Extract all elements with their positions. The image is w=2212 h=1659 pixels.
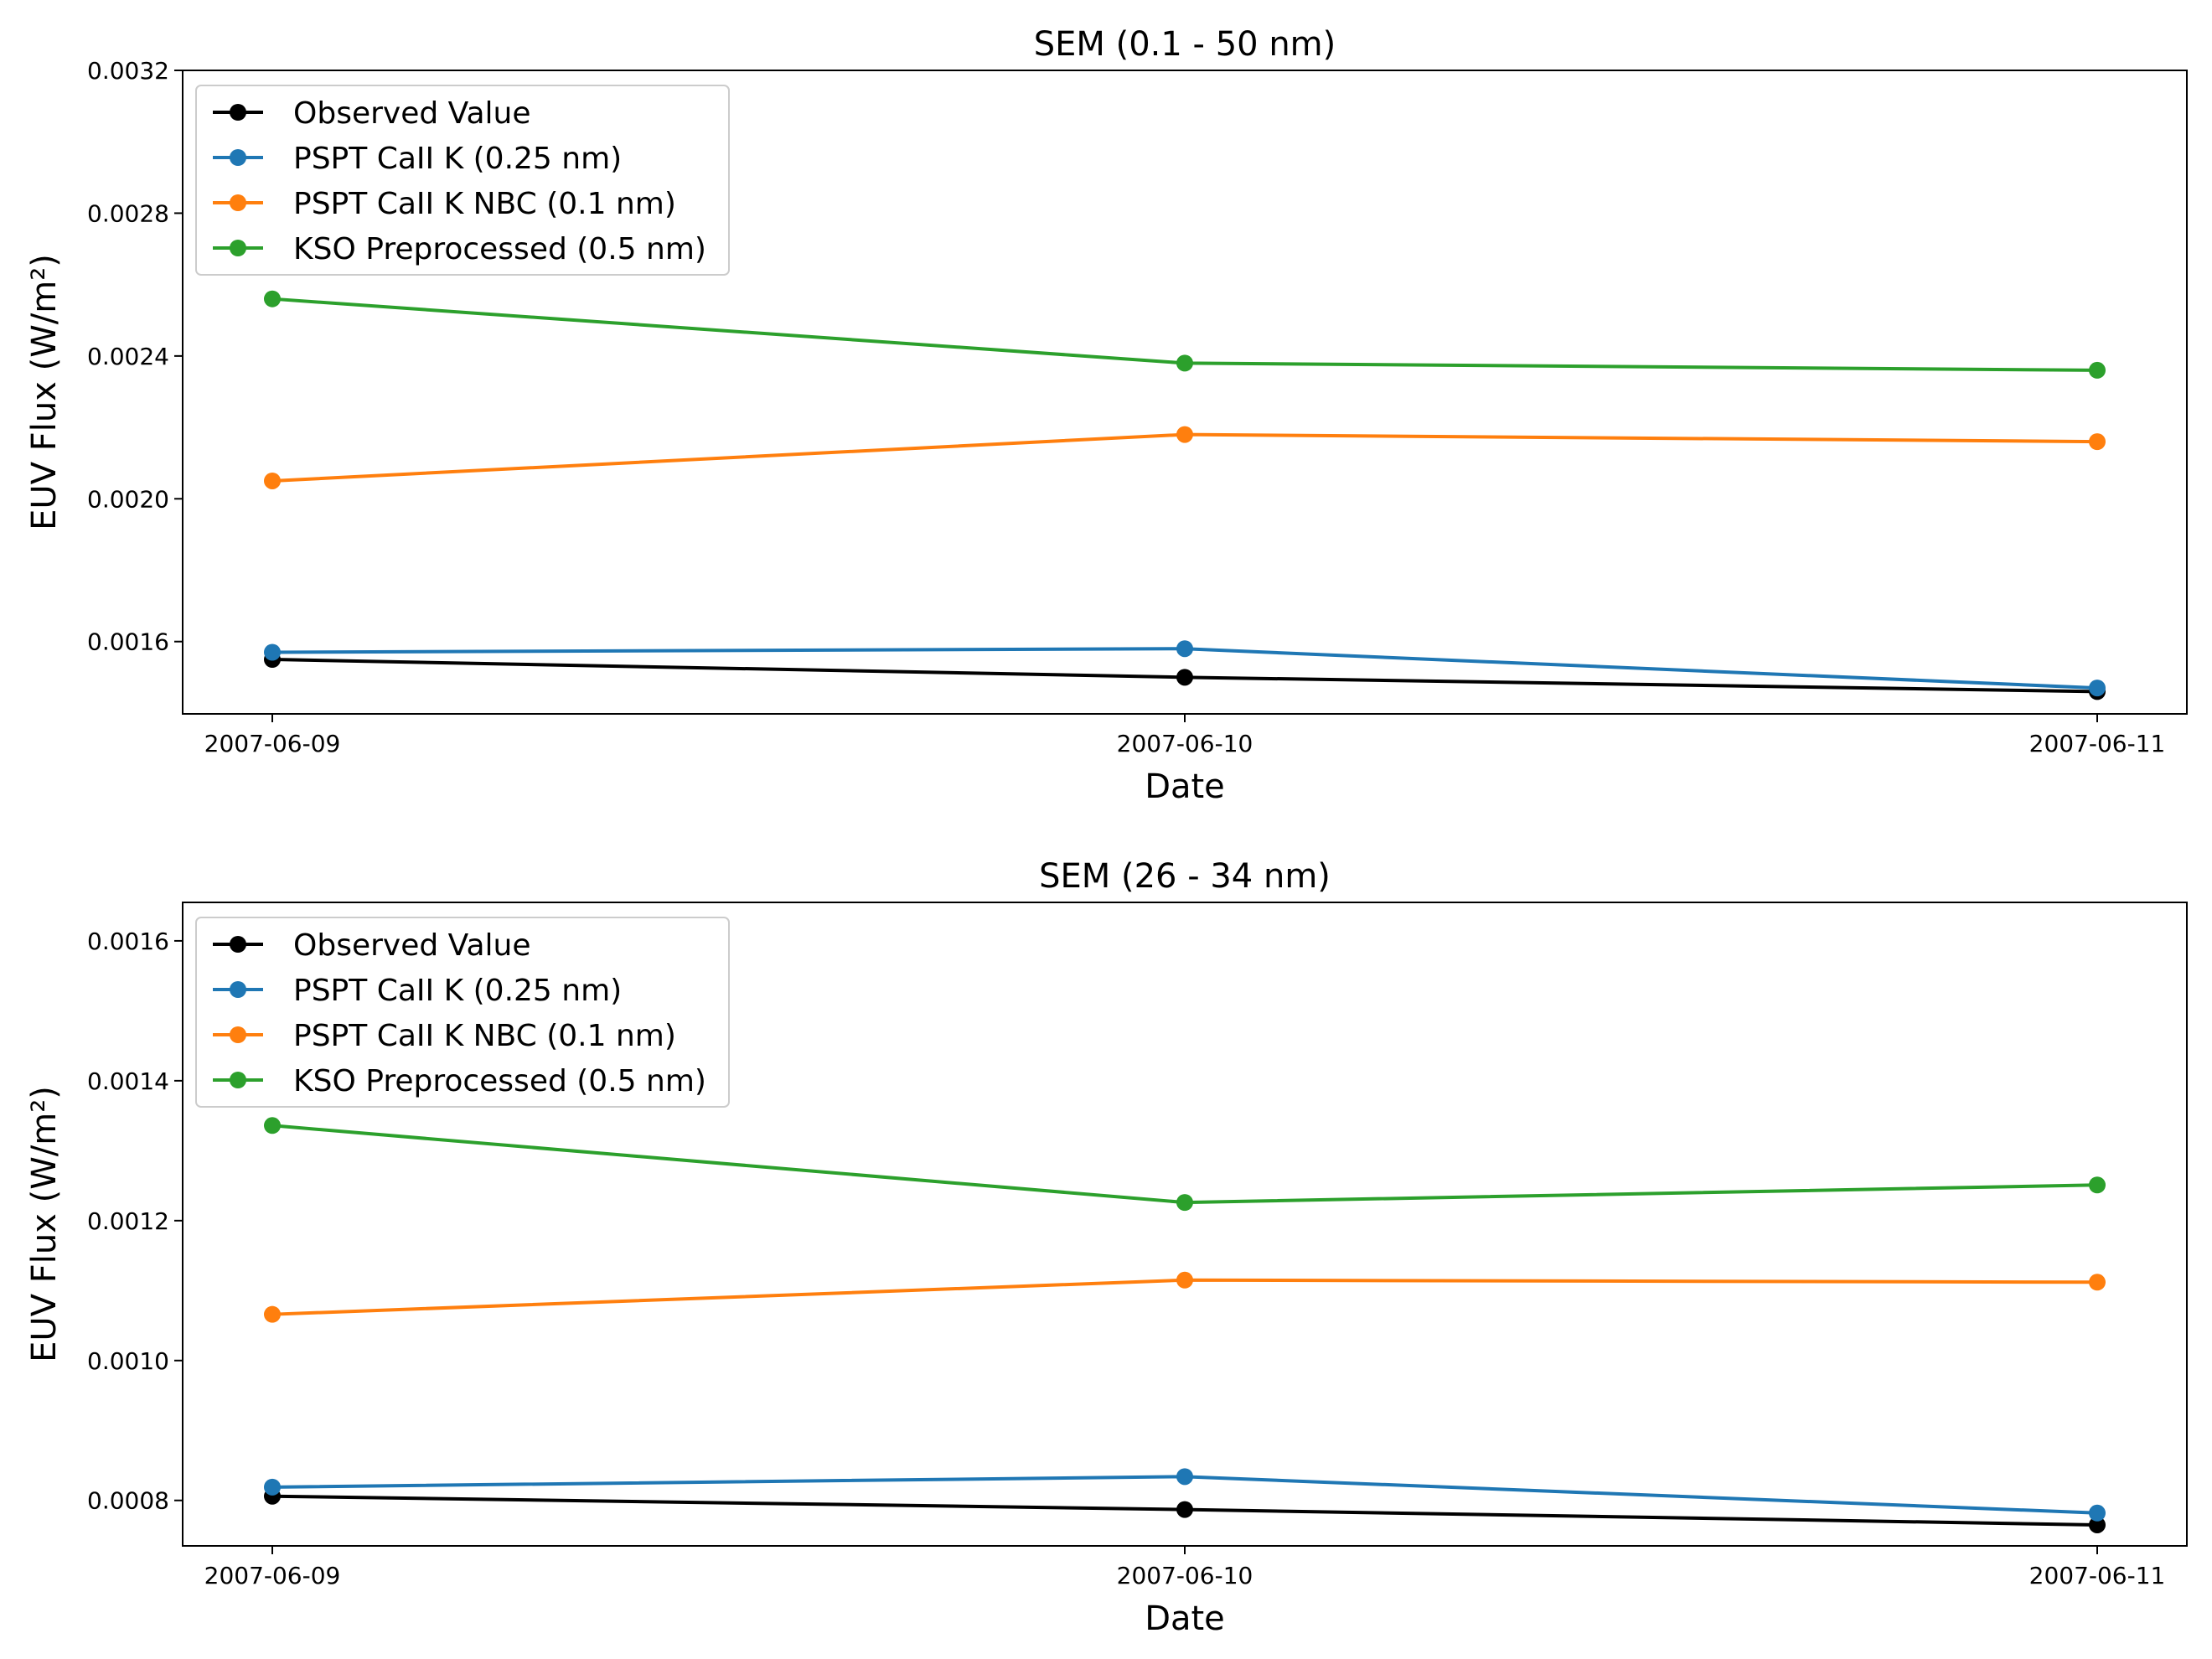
data-point [264, 1305, 281, 1323]
y-axis-label: EUV Flux (W/m²) [25, 254, 64, 530]
x-tick-label: 2007-06-10 [1117, 730, 1253, 757]
legend-item: PSPT CaII K (0.25 nm) [213, 974, 622, 1008]
y-tick-label: 0.0008 [87, 1487, 169, 1515]
series-line [271, 1124, 2098, 1205]
x-tick-label: 2007-06-11 [2029, 1562, 2166, 1589]
y-tick-label: 0.0028 [87, 199, 169, 227]
legend-item: Observed Value [213, 928, 531, 963]
data-point [264, 1478, 281, 1496]
legend-marker [230, 149, 246, 166]
data-point [1176, 1501, 1193, 1518]
legend-item: Observed Value [213, 96, 531, 131]
x-tick-label: 2007-06-09 [204, 1562, 341, 1589]
data-point [1176, 1271, 1193, 1289]
series-4 [264, 1117, 2106, 1212]
legend-item: KSO Preprocessed (0.5 nm) [213, 1064, 706, 1098]
series-3 [264, 1271, 2106, 1323]
legend-frame [195, 917, 730, 1108]
legend-label: PSPT CaII K (0.25 nm) [293, 142, 622, 176]
legend: Observed Value PSPT CaII K (0.25 nm) PSPT … [195, 85, 730, 276]
legend-marker [230, 936, 246, 953]
series-2 [264, 1468, 2106, 1522]
x-tick-label: 2007-06-09 [204, 730, 341, 757]
y-tick-label: 0.0010 [87, 1347, 169, 1375]
series-1 [264, 1487, 2106, 1533]
series-3 [264, 426, 2106, 489]
y-tick-label: 0.0016 [87, 628, 169, 656]
y-axis-label: EUV Flux (W/m²) [25, 1086, 64, 1362]
legend-marker [230, 104, 246, 121]
data-point [1176, 669, 1193, 686]
legend-marker [230, 194, 246, 211]
legend-label: Observed Value [293, 928, 531, 963]
chart-title: SEM (0.1 - 50 nm) [1034, 25, 1336, 64]
legend: Observed Value PSPT CaII K (0.25 nm) PSPT … [195, 917, 730, 1108]
y-tick-label: 0.0016 [87, 928, 169, 955]
legend-item: PSPT CaII K NBC (0.1 nm) [213, 187, 676, 221]
data-point [2089, 1274, 2106, 1291]
data-point [1176, 1194, 1193, 1212]
data-point [1176, 1468, 1193, 1486]
legend-marker [230, 1072, 246, 1088]
legend-frame [195, 85, 730, 276]
x-axis-label: Date [1145, 1600, 1225, 1638]
y-tick-label: 0.0032 [87, 57, 169, 85]
data-point [264, 643, 281, 661]
data-point [2089, 680, 2106, 697]
x-axis-label: Date [1145, 767, 1225, 806]
y-tick-label: 0.0014 [87, 1067, 169, 1095]
data-point [2089, 1176, 2106, 1194]
legend-label: PSPT CaII K NBC (0.1 nm) [293, 1019, 676, 1053]
chart-panel-1: SEM (0.1 - 50 nm) 0.0016 0.0020 0.0024 0.002… [25, 25, 2188, 806]
chart-panel-2: SEM (26 - 34 nm) 0.0008 0.0010 0.0012 0.0014… [25, 857, 2188, 1638]
legend-item: PSPT CaII K (0.25 nm) [213, 142, 622, 176]
data-point [1176, 640, 1193, 658]
legend-marker [230, 1026, 246, 1043]
data-point [2089, 1504, 2106, 1522]
legend-item: PSPT CaII K NBC (0.1 nm) [213, 1019, 676, 1053]
legend-label: Observed Value [293, 96, 531, 131]
y-tick-label: 0.0024 [87, 343, 169, 370]
legend-item: KSO Preprocessed (0.5 nm) [213, 232, 706, 266]
legend-label: KSO Preprocessed (0.5 nm) [293, 1064, 706, 1098]
data-point [264, 1117, 281, 1134]
y-tick-label: 0.0020 [87, 485, 169, 513]
legend-marker [230, 981, 246, 998]
data-point [1176, 354, 1193, 372]
legend-marker [230, 240, 246, 256]
data-point [264, 290, 281, 308]
x-tick-label: 2007-06-10 [1117, 1562, 1253, 1589]
legend-label: KSO Preprocessed (0.5 nm) [293, 232, 706, 266]
x-tick-label: 2007-06-11 [2029, 730, 2166, 757]
legend-label: PSPT CaII K (0.25 nm) [293, 974, 622, 1008]
chart-title: SEM (26 - 34 nm) [1039, 857, 1331, 896]
y-tick-label: 0.0012 [87, 1207, 169, 1235]
data-point [1176, 426, 1193, 443]
series-4 [264, 290, 2106, 379]
data-point [264, 472, 281, 489]
legend-label: PSPT CaII K NBC (0.1 nm) [293, 187, 676, 221]
data-point [2089, 1516, 2106, 1533]
data-point [2089, 433, 2106, 451]
series-2 [264, 640, 2106, 697]
data-point [2089, 361, 2106, 379]
